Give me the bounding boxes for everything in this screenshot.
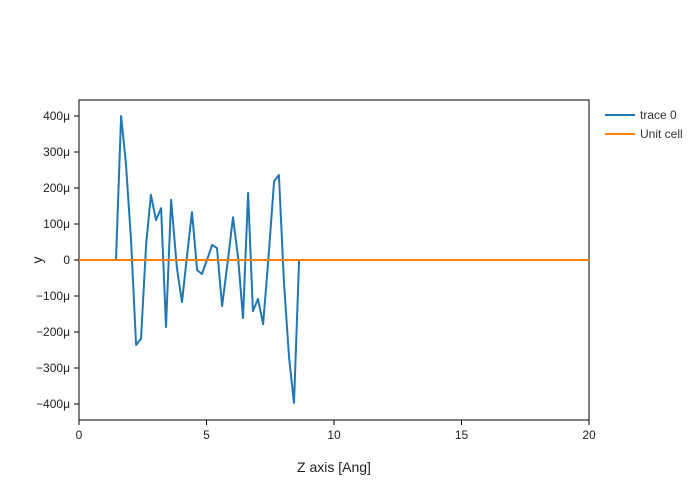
y-tick-label: −400μ: [36, 397, 70, 411]
y-axis-title: y: [29, 257, 45, 264]
y-tick-label: 400μ: [43, 109, 70, 123]
y-tick-label: 0: [63, 253, 70, 267]
x-tick-label: 10: [327, 428, 341, 442]
legend: trace 0 Unit cell: [605, 108, 683, 141]
plot-area: [78, 99, 590, 421]
y-tick-label: 200μ: [43, 181, 70, 195]
y-tick-label: −200μ: [36, 325, 70, 339]
x-axis-ticks: 0 5 10 15 20: [76, 420, 596, 442]
y-tick-label: −300μ: [36, 361, 70, 375]
legend-label-unit-cell: Unit cell: [640, 127, 683, 141]
x-tick-label: 20: [582, 428, 596, 442]
y-tick-label: 300μ: [43, 145, 70, 159]
x-tick-label: 0: [76, 428, 83, 442]
x-axis-title: Z axis [Ang]: [297, 459, 371, 475]
legend-label-trace-0: trace 0: [640, 108, 677, 122]
x-tick-label: 5: [203, 428, 210, 442]
series-layer: [79, 115, 589, 404]
y-axis-ticks: 400μ 300μ 200μ 100μ 0 −100μ −200μ −300μ −400μ: [36, 109, 79, 411]
y-tick-label: 100μ: [43, 217, 70, 231]
y-tick-label: −100μ: [36, 289, 70, 303]
x-tick-label: 15: [455, 428, 469, 442]
